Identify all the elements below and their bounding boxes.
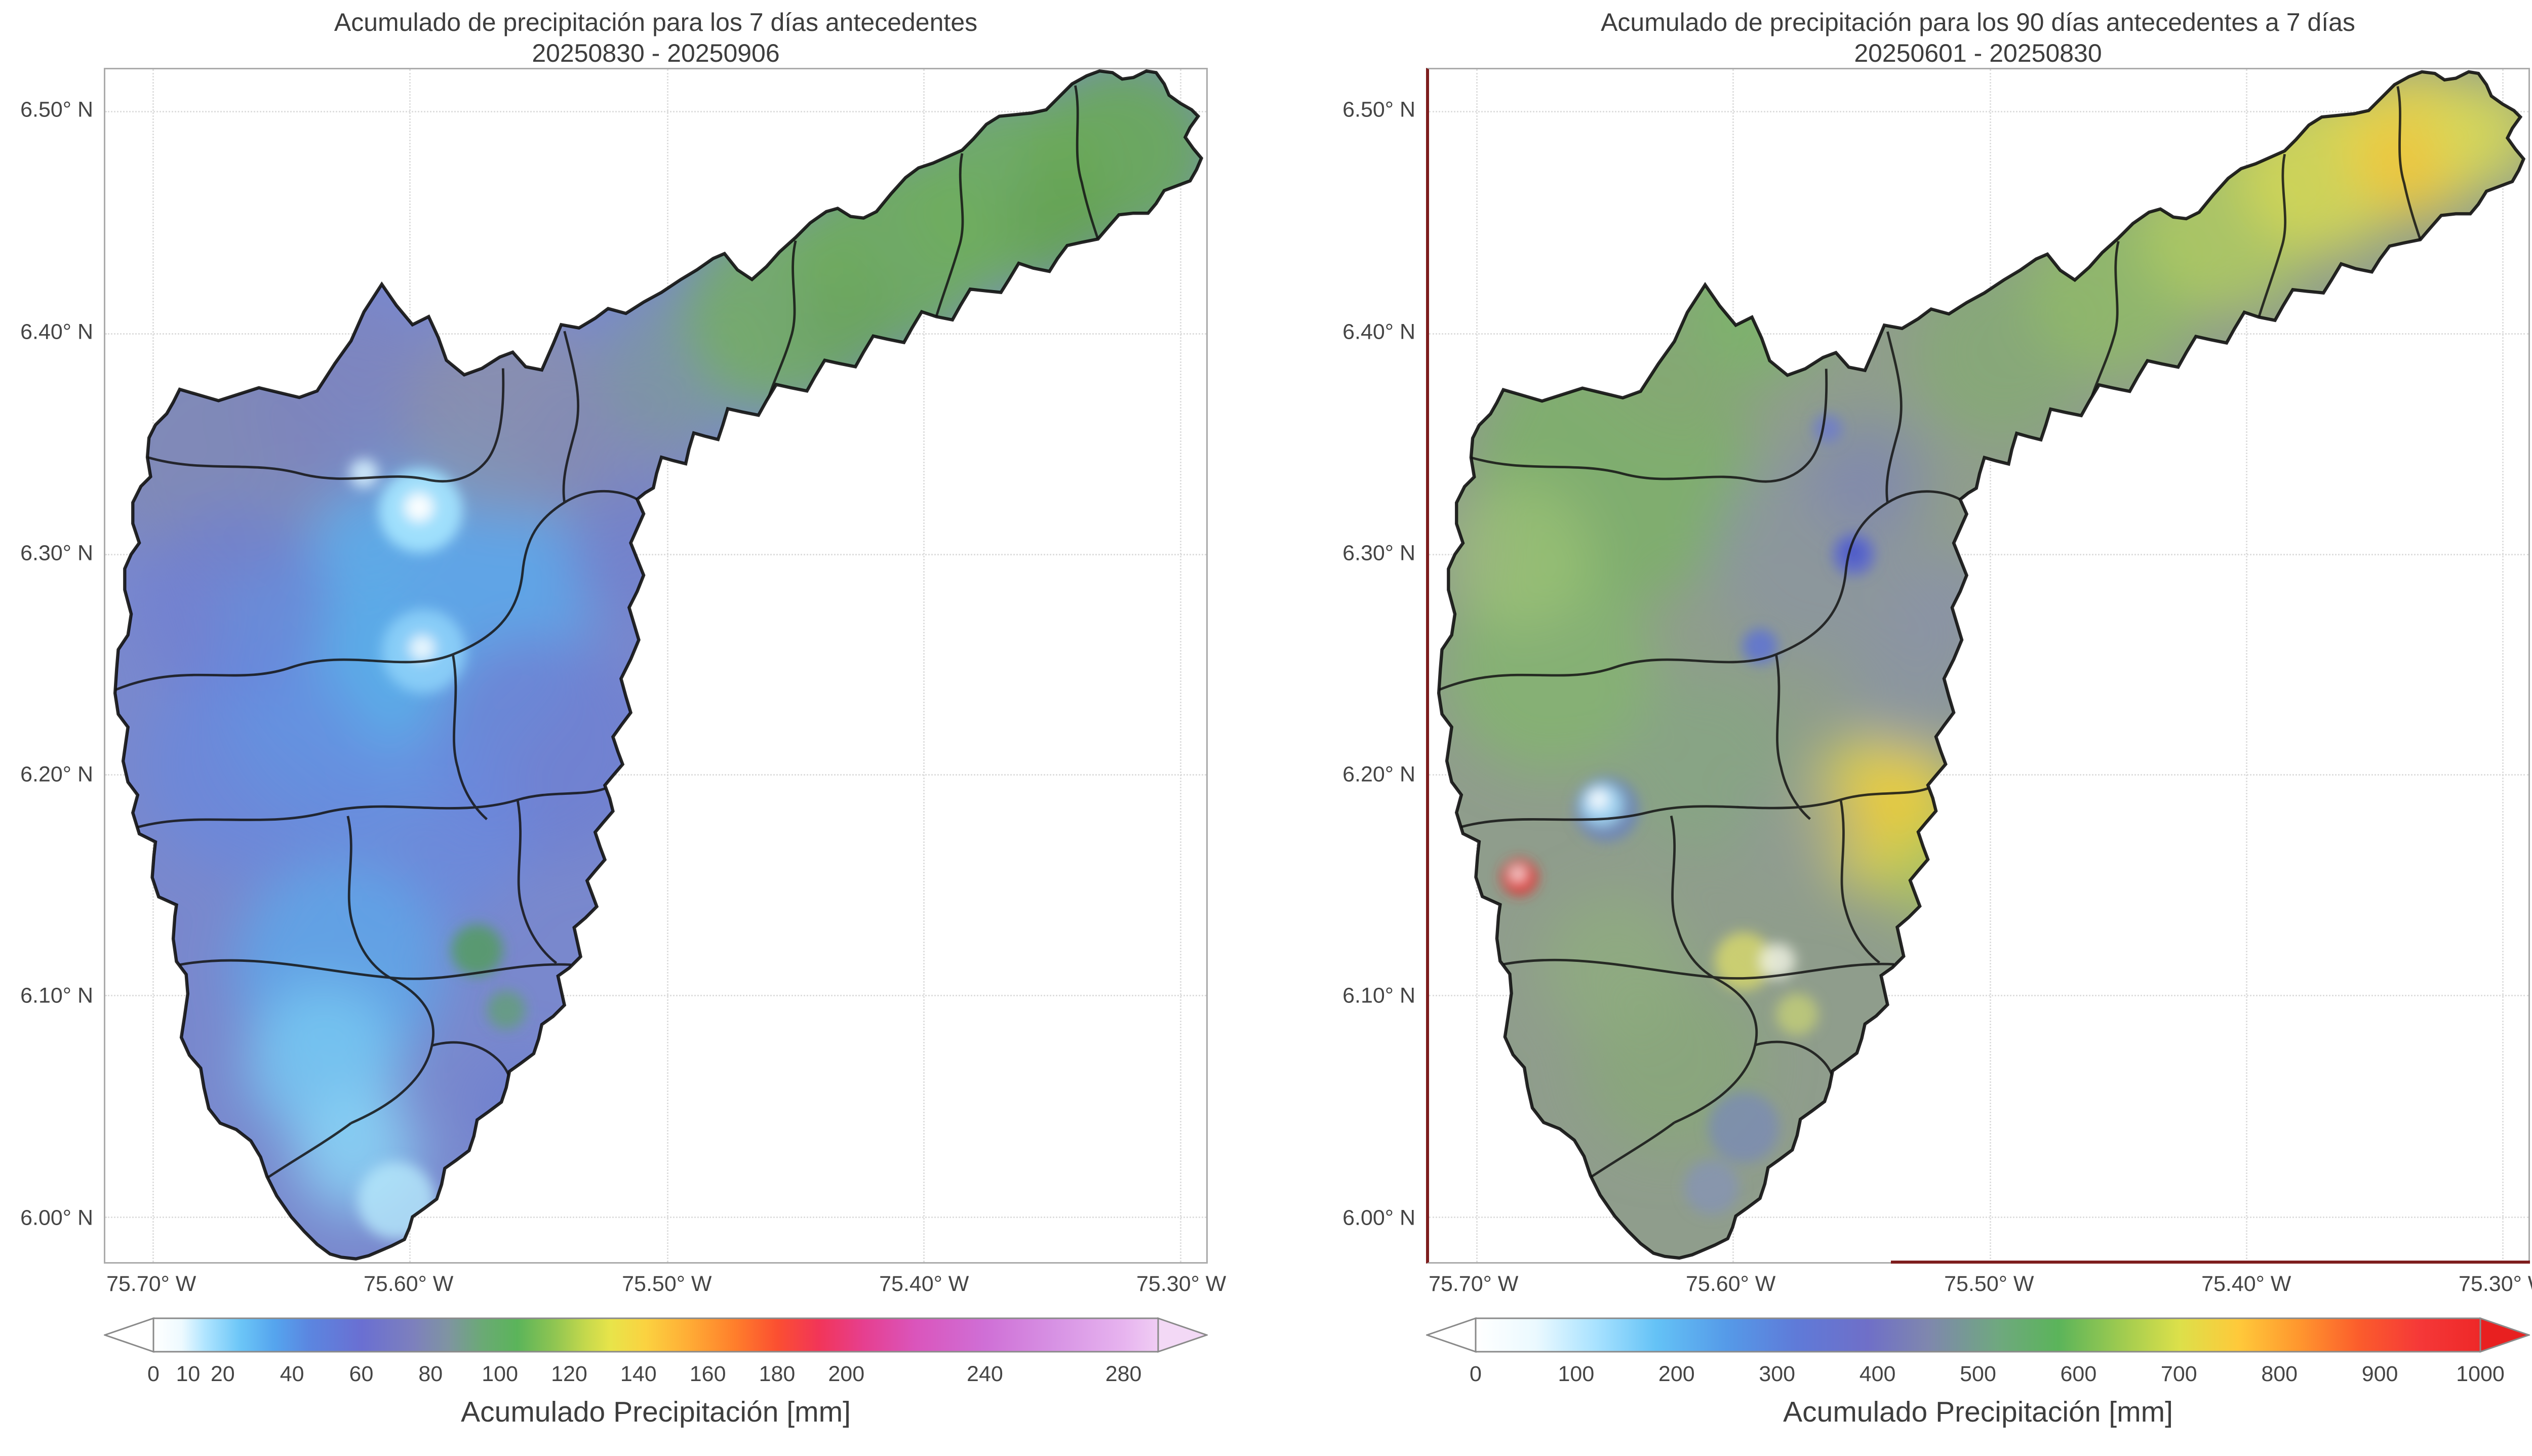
x-tick-label: 75.30° W <box>1136 1272 1227 1296</box>
frame-accent-line <box>1890 1261 2530 1264</box>
colorbar-tick-label: 700 <box>2160 1362 2197 1386</box>
gridline-horizontal <box>105 774 1206 776</box>
colorbar-tick-label: 400 <box>1859 1362 1896 1386</box>
colorbar-under-arrow <box>1426 1317 1477 1353</box>
panel-title: Acumulado de precipitación para los 90 d… <box>1426 7 2530 69</box>
gridline-horizontal <box>1429 774 2528 776</box>
colorbar-tick-label: 280 <box>1105 1362 1142 1386</box>
panel-90-days: Acumulado de precipitación para los 90 d… <box>1322 0 2532 1456</box>
colorbar-tick-label: 240 <box>967 1362 1003 1386</box>
colorbar-tick-label: 100 <box>482 1362 518 1386</box>
y-tick-label: 6.30° N <box>20 541 93 565</box>
gridline-vertical <box>666 69 668 1262</box>
gridline-horizontal <box>105 111 1206 113</box>
basin-map <box>1429 69 2528 1262</box>
colorbar-label: Acumulado Precipitación [mm] <box>1783 1396 2173 1428</box>
y-tick-label: 6.40° N <box>1342 319 1415 344</box>
colorbar-tick-label: 1000 <box>2456 1362 2505 1386</box>
gridline-horizontal <box>1429 111 2528 113</box>
gridline-vertical <box>1990 69 1992 1262</box>
colorbar-tick-label: 100 <box>1558 1362 1595 1386</box>
precipitation-field-layer <box>115 71 1202 1214</box>
y-tick-label: 6.10° N <box>1342 983 1415 1008</box>
precipitation-field-layer <box>1445 71 2524 1152</box>
colorbar-over-arrow <box>2479 1317 2530 1353</box>
gridline-horizontal <box>105 553 1206 555</box>
colorbar-tick-label: 180 <box>759 1362 796 1386</box>
colorbar-under-arrow <box>104 1317 154 1353</box>
precipitation-detail-layer <box>1501 414 1875 1215</box>
colorbar-tick-label: 0 <box>147 1362 160 1386</box>
colorbar-tick-label: 20 <box>210 1362 235 1386</box>
gridline-horizontal <box>1429 995 2528 997</box>
x-tick-label: 75.30° W <box>2459 1272 2532 1296</box>
gridline-vertical <box>923 69 925 1262</box>
x-axis-tick-labels: 75.70° W 75.60° W 75.50° W 75.40° W 75.30° W <box>104 1272 1226 1302</box>
y-tick-label: 6.10° N <box>20 983 93 1008</box>
colorbar-tick-label: 500 <box>1960 1362 1996 1386</box>
colorbar <box>1426 1316 2530 1354</box>
colorbar-tick-label: 60 <box>349 1362 374 1386</box>
colorbar-tick-label: 120 <box>551 1362 587 1386</box>
colorbar-tick-label: 40 <box>280 1362 304 1386</box>
panel-title-line1: Acumulado de precipitación para los 7 dí… <box>334 8 978 36</box>
y-tick-label: 6.50° N <box>20 97 93 122</box>
y-tick-label: 6.20° N <box>20 762 93 787</box>
x-tick-label: 75.60° W <box>1686 1272 1776 1296</box>
colorbar-tick-label: 160 <box>689 1362 726 1386</box>
colorbar-tick-label: 800 <box>2261 1362 2298 1386</box>
y-tick-label: 6.00° N <box>1342 1205 1415 1230</box>
y-axis-tick-labels: 6.50° N 6.40° N 6.30° N 6.20° N 6.10° N 6.00°… <box>1322 68 1418 1264</box>
gridline-horizontal <box>105 1217 1206 1219</box>
x-tick-label: 75.50° W <box>622 1272 712 1296</box>
colorbar-tick-label: 0 <box>1470 1362 1482 1386</box>
colorbar-tick-label: 300 <box>1759 1362 1796 1386</box>
y-tick-label: 6.40° N <box>20 319 93 344</box>
colorbar-tick-label: 200 <box>1658 1362 1695 1386</box>
gridline-horizontal <box>105 995 1206 997</box>
colorbar-tick-label: 900 <box>2361 1362 2398 1386</box>
gridline-vertical <box>2502 69 2504 1262</box>
x-axis-tick-labels: 75.70° W 75.60° W 75.50° W 75.40° W 75.30° W <box>1426 1272 2532 1302</box>
x-tick-label: 75.60° W <box>364 1272 454 1296</box>
colorbar-tick-label: 80 <box>418 1362 443 1386</box>
colorbar <box>104 1316 1208 1354</box>
basin-map <box>105 69 1206 1262</box>
panel-title-line2: 20250601 - 20250830 <box>1854 39 2102 67</box>
colorbar-svg <box>1426 1317 2530 1353</box>
y-tick-label: 6.20° N <box>1342 762 1415 787</box>
colorbar-gradient-bar <box>152 1317 1159 1353</box>
map-plot-area <box>1426 68 2530 1264</box>
colorbar-tick-label: 200 <box>828 1362 865 1386</box>
map-plot-area <box>104 68 1208 1264</box>
x-tick-label: 75.40° W <box>879 1272 969 1296</box>
x-tick-label: 75.40° W <box>2201 1272 2291 1296</box>
y-tick-label: 6.50° N <box>1342 97 1415 122</box>
y-tick-label: 6.00° N <box>20 1205 93 1230</box>
colorbar-tick-label: 140 <box>620 1362 657 1386</box>
gridline-horizontal <box>1429 553 2528 555</box>
gridline-horizontal <box>1429 1217 2528 1219</box>
colorbar-svg <box>104 1317 1208 1353</box>
panel-7-days: Acumulado de precipitación para los 7 dí… <box>0 0 1231 1456</box>
colorbar-tick-label: 600 <box>2060 1362 2097 1386</box>
y-axis-tick-labels: 6.50° N 6.40° N 6.30° N 6.20° N 6.10° N 6.00°… <box>0 68 96 1264</box>
panel-title: Acumulado de precipitación para los 7 dí… <box>104 7 1208 69</box>
panel-title-line2: 20250830 - 20250906 <box>532 39 780 67</box>
y-tick-label: 6.30° N <box>1342 541 1415 565</box>
gridline-vertical <box>1179 69 1181 1262</box>
x-tick-label: 75.70° W <box>106 1272 196 1296</box>
colorbar-tick-labels: 0 100 200 300 400 500 600 700 800 900 1000 <box>1426 1362 2530 1388</box>
x-tick-label: 75.70° W <box>1429 1272 1519 1296</box>
panel-title-line1: Acumulado de precipitación para los 90 d… <box>1601 8 2355 36</box>
colorbar-gradient-bar <box>1475 1317 2481 1353</box>
x-tick-label: 75.50° W <box>1944 1272 2034 1296</box>
gridline-vertical <box>2246 69 2248 1262</box>
colorbar-over-arrow <box>1157 1317 1208 1353</box>
colorbar-tick-labels: 0 10 20 40 60 80 100 120 140 160 180 200 240 280 <box>104 1362 1208 1388</box>
colorbar-tick-label: 10 <box>176 1362 201 1386</box>
colorbar-label: Acumulado Precipitación [mm] <box>461 1396 851 1428</box>
